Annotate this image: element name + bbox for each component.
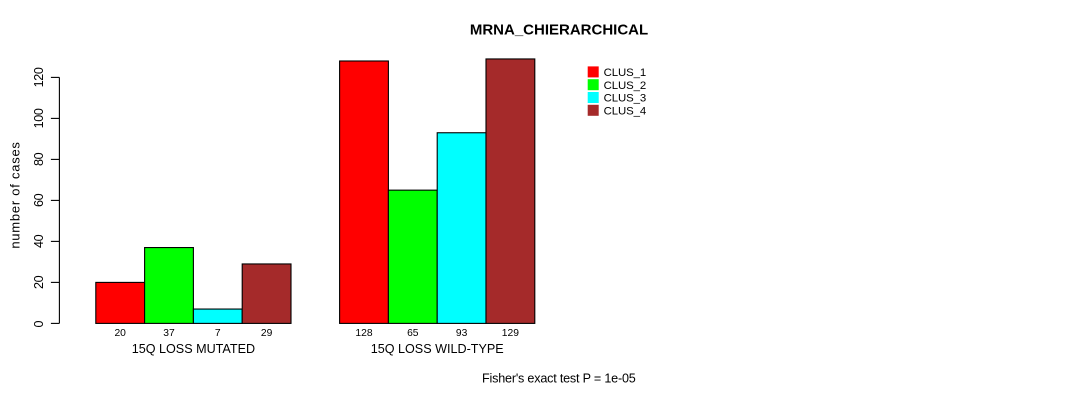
svg-text:129: 129: [502, 328, 519, 339]
svg-text:20: 20: [32, 275, 46, 289]
svg-text:93: 93: [456, 328, 468, 339]
svg-text:number of cases: number of cases: [7, 141, 22, 248]
svg-text:40: 40: [32, 234, 46, 248]
svg-text:MRNA_CHIERARCHICAL: MRNA_CHIERARCHICAL: [470, 22, 648, 39]
svg-text:15Q LOSS MUTATED: 15Q LOSS MUTATED: [132, 342, 255, 356]
svg-text:29: 29: [261, 328, 273, 339]
svg-text:CLUS_4: CLUS_4: [604, 106, 646, 118]
svg-text:20: 20: [114, 328, 126, 339]
svg-text:0: 0: [32, 321, 46, 328]
svg-text:Fisher's exact test P = 1e-05: Fisher's exact test P = 1e-05: [482, 371, 636, 385]
svg-text:120: 120: [32, 67, 46, 87]
svg-text:128: 128: [355, 328, 372, 339]
svg-text:CLUS_2: CLUS_2: [604, 80, 646, 92]
svg-text:100: 100: [32, 108, 46, 128]
svg-text:CLUS_1: CLUS_1: [604, 67, 646, 79]
svg-text:65: 65: [407, 328, 419, 339]
svg-text:37: 37: [163, 328, 175, 339]
svg-text:80: 80: [32, 152, 46, 166]
svg-text:CLUS_3: CLUS_3: [604, 93, 646, 105]
svg-text:7: 7: [215, 328, 221, 339]
svg-text:60: 60: [32, 193, 46, 207]
svg-text:15Q LOSS WILD-TYPE: 15Q LOSS WILD-TYPE: [371, 342, 504, 356]
